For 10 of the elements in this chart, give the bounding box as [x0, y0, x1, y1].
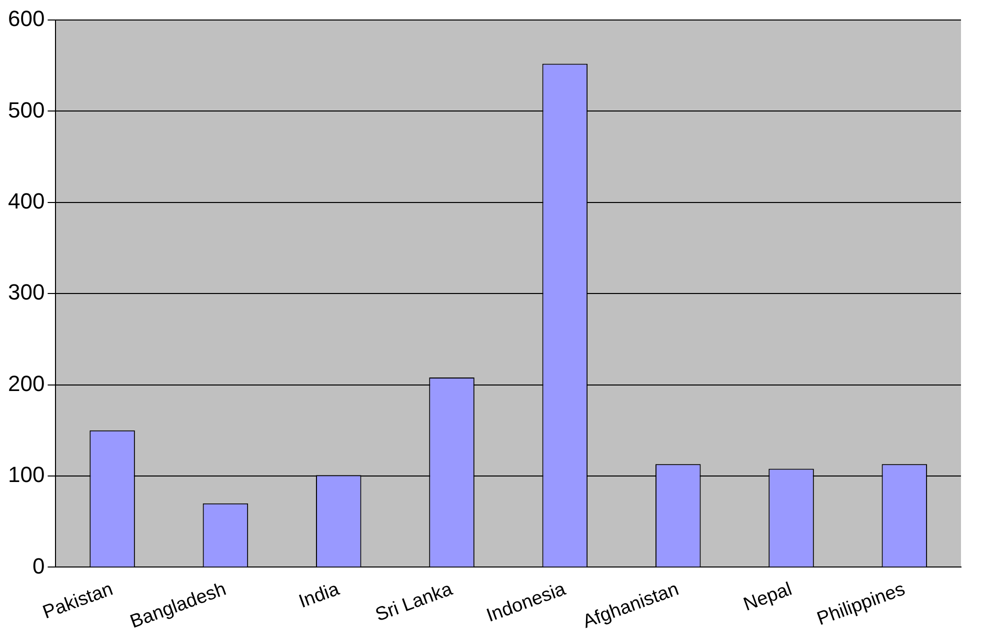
- x-tick-label: Nepal: [740, 578, 795, 616]
- y-tick-label: 500: [8, 97, 45, 122]
- x-tick-label: Sri Lanka: [372, 578, 456, 626]
- x-tick-label: India: [296, 578, 343, 613]
- y-tick-label: 400: [8, 188, 45, 214]
- y-tick-label: 100: [8, 462, 45, 488]
- y-tick-label: 300: [8, 280, 45, 305]
- y-tick-label: 0: [32, 553, 45, 578]
- y-tick-label: 200: [8, 370, 45, 396]
- y-tick-label: 600: [8, 6, 45, 32]
